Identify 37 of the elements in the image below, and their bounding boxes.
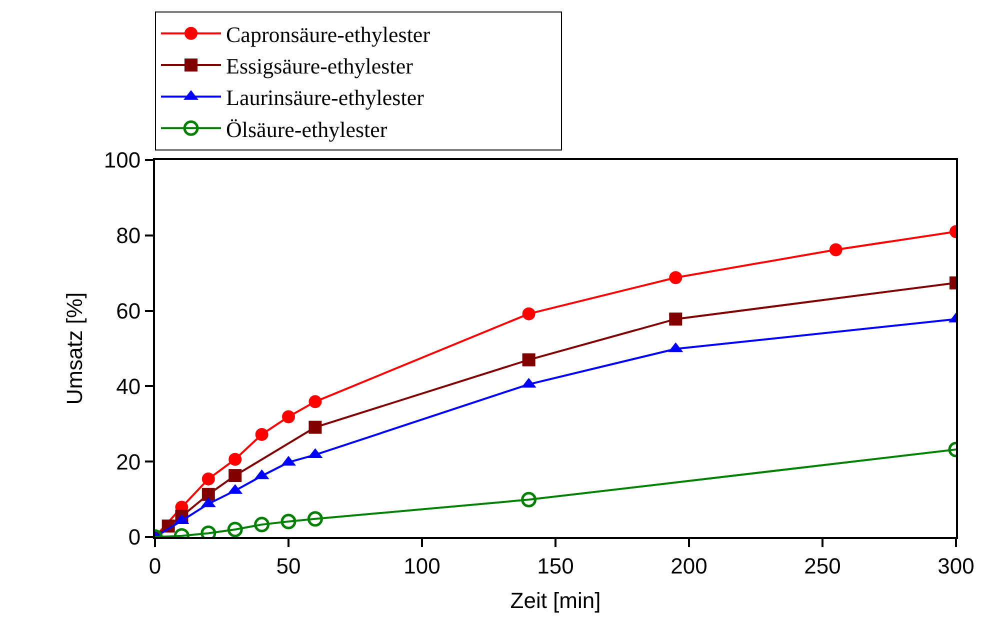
legend-label: Capronsäure-ethylester <box>226 22 431 47</box>
point <box>308 420 322 434</box>
x-tick-label: 50 <box>276 553 301 578</box>
point <box>307 511 323 527</box>
x-axis-title: Zeit [min] <box>510 588 601 613</box>
legend-label: Ölsäure-ethylester <box>226 116 388 142</box>
point <box>228 469 242 482</box>
point <box>669 271 682 284</box>
y-tick-label: 100 <box>104 148 141 173</box>
point <box>202 472 215 486</box>
point <box>308 395 322 408</box>
point <box>280 514 296 530</box>
x-tick-label: 150 <box>537 553 574 578</box>
legend-label: Laurinsäure-ethylester <box>226 85 425 110</box>
y-tick-label: 20 <box>116 449 141 474</box>
y-tick-label: 40 <box>116 374 141 399</box>
legend-label: Essigsäure-ethylester <box>226 54 414 79</box>
y-tick-label: 0 <box>128 524 141 550</box>
x-tick-label: 250 <box>804 553 841 578</box>
point <box>255 428 268 441</box>
x-tick-label: 300 <box>938 553 974 578</box>
point <box>228 452 242 466</box>
y-axis-title: Umsatz [%] <box>62 292 88 405</box>
x-tick-label: 200 <box>670 553 708 578</box>
point <box>202 488 215 501</box>
x-tick-label: 100 <box>404 553 440 578</box>
y-tick-label: 80 <box>116 223 141 248</box>
point <box>669 312 682 326</box>
x-tick-label: 0 <box>148 553 162 578</box>
point <box>254 516 270 532</box>
point <box>227 522 243 537</box>
point <box>522 307 536 320</box>
y-tick-label: 60 <box>116 298 141 324</box>
point <box>829 243 842 256</box>
point <box>282 410 295 424</box>
point <box>521 492 537 508</box>
point <box>522 353 536 366</box>
